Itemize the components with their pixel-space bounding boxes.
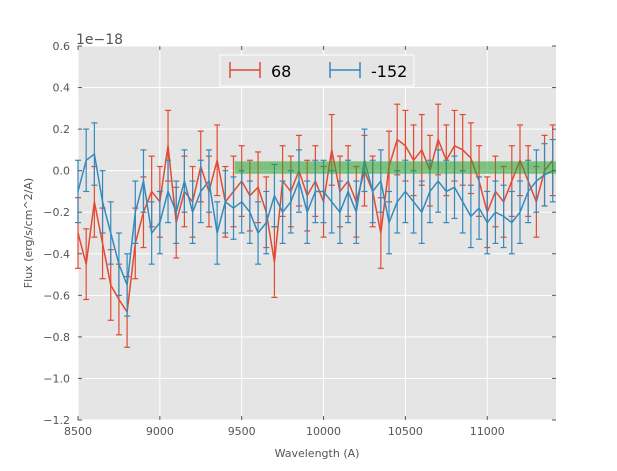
offset-text: 1e−18 [76,32,123,48]
y-tick-label: 0.4 [53,82,71,95]
legend-label-68: 68 [271,62,291,81]
x-tick-label: 11000 [470,425,505,438]
x-tick-label: 9000 [146,425,174,438]
y-tick-label: 0.6 [53,40,71,53]
legend-label-neg152: -152 [371,62,407,81]
band-rect [234,161,556,174]
series-layer [75,103,556,348]
x-tick-label: 9500 [228,425,256,438]
y-tick-label: −1.0 [43,372,70,385]
highlight-band [234,161,556,174]
y-tick-label: 0.2 [53,123,71,136]
ticks: 8500 9000 9500 10000 10500 11000 −1.2 −1.0 −0.8 −… [43,40,556,438]
series-line [77,152,554,286]
axes-background [78,46,556,420]
legend: 68 -152 [219,54,415,87]
y-tick-label: −0.8 [43,331,70,344]
y-tick-label: −0.2 [43,206,70,219]
y-tick-label: −0.6 [43,289,70,302]
x-tick-label: 10500 [388,425,423,438]
y-tick-label: −1.2 [43,414,70,427]
x-tick-label: 10000 [306,425,341,438]
x-axis-label: Wavelength (A) [275,447,360,460]
y-tick-label: −0.4 [43,248,70,261]
y-tick-label: 0.0 [53,165,71,178]
x-tick-label: 8500 [64,425,92,438]
y-axis-label: Flux (erg/s/cm^2/A) [22,178,35,288]
series--152 [75,122,556,317]
